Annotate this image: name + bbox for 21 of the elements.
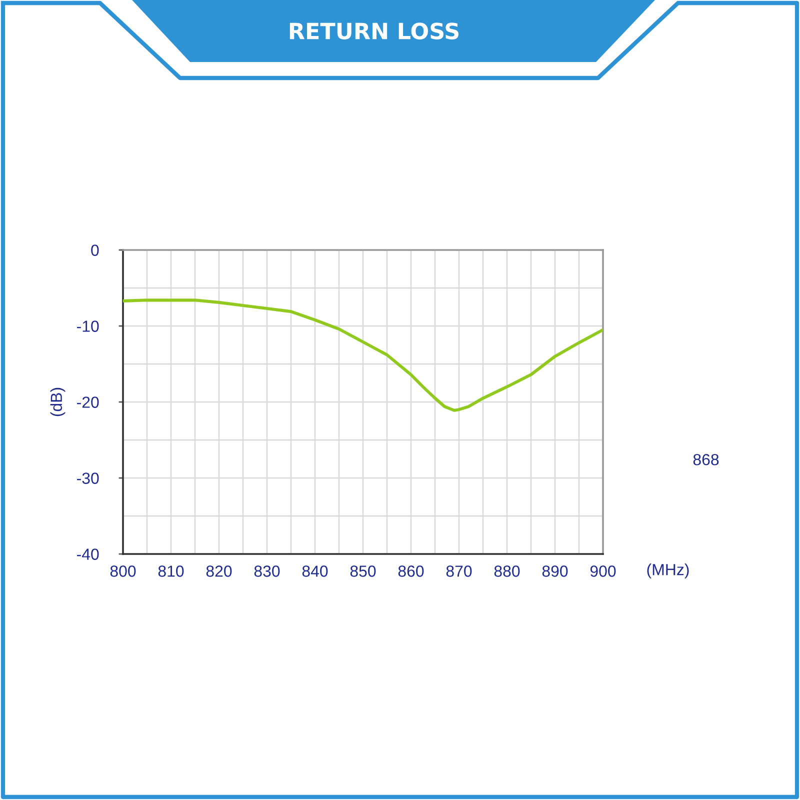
x-tick-label: 830	[254, 566, 280, 577]
chart-title: RETURN LOSS	[290, 22, 458, 40]
y-tick-label: -40	[77, 548, 99, 560]
x-tick-label: 890	[542, 566, 568, 577]
x-tick-label: 860	[398, 566, 424, 577]
text: 868	[693, 454, 719, 466]
line-series	[123, 298, 603, 412]
x-tick-label: 840	[302, 566, 328, 577]
x-tick-label: 810	[158, 566, 184, 577]
y-tick-label: -30	[77, 472, 99, 484]
x-tick-label: 820	[206, 566, 232, 577]
y-tick-label: -20	[77, 396, 99, 408]
x-tick-label: 800	[110, 566, 136, 577]
x-tick-label: 850	[350, 566, 376, 577]
y-tick-label: 0	[91, 244, 99, 256]
x-axis-title: (MHz)	[647, 564, 689, 578]
x-tick-label: 900	[590, 566, 616, 577]
y-tick-label: -10	[77, 320, 99, 332]
x-tick-label: 880	[494, 566, 520, 577]
y-axis-title: (dB)	[50, 388, 66, 416]
x-tick-label: 870	[446, 566, 472, 577]
